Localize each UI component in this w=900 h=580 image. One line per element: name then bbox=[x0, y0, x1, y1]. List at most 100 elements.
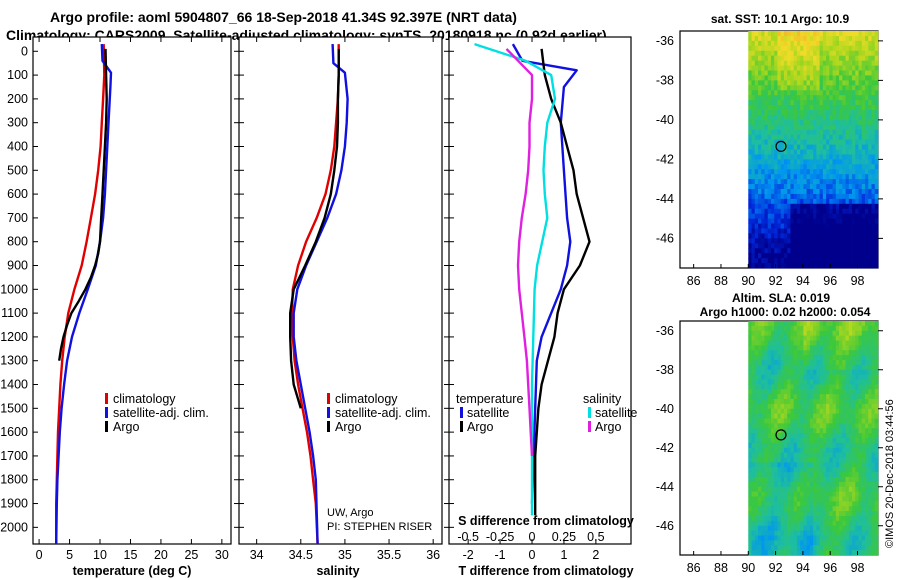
heatmap-cell bbox=[796, 486, 801, 493]
heatmap-cell bbox=[787, 438, 791, 444]
heatmap-cell bbox=[796, 379, 801, 385]
heatmap-cell bbox=[868, 540, 872, 546]
heatmap-cell bbox=[852, 330, 856, 337]
heatmap-cell bbox=[871, 75, 876, 81]
heatmap-cell bbox=[774, 198, 778, 205]
heatmap-cell bbox=[777, 520, 782, 527]
heatmap-cell bbox=[816, 144, 821, 150]
heatmap-cell bbox=[852, 258, 856, 264]
heatmap-cell bbox=[832, 491, 837, 497]
heatmap-cell bbox=[816, 394, 821, 400]
heatmap-cell bbox=[839, 45, 843, 52]
heatmap-cell bbox=[832, 198, 837, 205]
heatmap-cell bbox=[809, 55, 814, 62]
heatmap-cell bbox=[777, 218, 782, 224]
heatmap-cell bbox=[809, 100, 814, 106]
heatmap-cell bbox=[790, 159, 795, 165]
heatmap-cell bbox=[800, 355, 804, 361]
heatmap-cell bbox=[835, 447, 840, 454]
heatmap-cell bbox=[842, 233, 846, 239]
heatmap-cell bbox=[842, 399, 846, 405]
heatmap-cell bbox=[809, 243, 814, 249]
heatmap-cell bbox=[839, 100, 843, 106]
heatmap-cell bbox=[748, 550, 752, 556]
heatmap-cell bbox=[754, 119, 759, 126]
heatmap-cell bbox=[803, 31, 808, 37]
heatmap-cell bbox=[826, 545, 830, 551]
legend-swatch-climatology bbox=[327, 393, 330, 404]
heatmap-cell bbox=[852, 164, 856, 170]
heatmap-cell bbox=[819, 124, 824, 131]
heatmap-cell bbox=[819, 340, 824, 346]
heatmap-cell bbox=[842, 364, 846, 371]
heatmap-cell bbox=[858, 423, 863, 429]
heatmap-cell bbox=[816, 467, 821, 473]
heatmap-cell bbox=[809, 238, 814, 244]
heatmap-cell bbox=[832, 75, 837, 81]
heatmap-cell bbox=[806, 481, 811, 488]
heatmap-cell bbox=[748, 511, 752, 517]
heatmap-cell bbox=[822, 203, 827, 210]
heatmap-cell bbox=[861, 540, 866, 546]
heatmap-cell bbox=[835, 184, 840, 190]
heatmap-cell bbox=[822, 540, 827, 546]
heatmap-cell bbox=[758, 164, 762, 170]
heatmap-cell bbox=[777, 501, 782, 507]
heatmap-cell bbox=[835, 203, 840, 210]
heatmap-cell bbox=[748, 65, 752, 71]
heatmap-cell bbox=[819, 119, 824, 126]
heatmap-cell bbox=[829, 384, 833, 390]
heatmap-cell bbox=[871, 248, 876, 254]
heatmap-cell bbox=[790, 442, 795, 449]
heatmap-cell bbox=[751, 399, 756, 405]
pressure-tick-label: 200 bbox=[7, 92, 28, 106]
heatmap-cell bbox=[758, 550, 762, 556]
heatmap-cell bbox=[832, 535, 837, 541]
heatmap-cell bbox=[764, 45, 769, 52]
heatmap-cell bbox=[852, 119, 856, 126]
institution-annotation: UW, Argo bbox=[327, 507, 373, 519]
heatmap-cell bbox=[787, 70, 791, 76]
heatmap-cell bbox=[774, 516, 778, 522]
heatmap-cell bbox=[848, 364, 853, 371]
heatmap-cell bbox=[819, 253, 824, 259]
heatmap-cell bbox=[758, 223, 762, 229]
heatmap-cell bbox=[861, 525, 866, 532]
heatmap-cell bbox=[790, 520, 795, 527]
heatmap-cell bbox=[874, 438, 879, 444]
heatmap-cell bbox=[754, 462, 759, 468]
heatmap-cell bbox=[806, 70, 811, 76]
heatmap-cell bbox=[871, 243, 876, 249]
heatmap-cell bbox=[835, 110, 840, 116]
heatmap-cell bbox=[796, 442, 801, 449]
heatmap-cell bbox=[793, 408, 798, 415]
heatmap-cell bbox=[761, 144, 765, 150]
heatmap-cell bbox=[787, 189, 791, 195]
heatmap-cell bbox=[809, 408, 814, 415]
heatmap-cell bbox=[848, 174, 853, 180]
heatmap-cell bbox=[787, 31, 791, 37]
heatmap-cell bbox=[758, 134, 762, 141]
heatmap-cell bbox=[787, 447, 791, 454]
heatmap-cell bbox=[826, 233, 830, 239]
heatmap-cell bbox=[796, 154, 801, 160]
heatmap-cell bbox=[865, 129, 869, 136]
heatmap-cell bbox=[809, 481, 814, 488]
heatmap-cell bbox=[842, 174, 846, 180]
heatmap-cell bbox=[780, 477, 785, 483]
heatmap-cell bbox=[832, 243, 837, 249]
heatmap-cell bbox=[816, 129, 821, 136]
heatmap-cell bbox=[806, 203, 811, 210]
heatmap-cell bbox=[832, 134, 837, 141]
heatmap-cell bbox=[861, 491, 866, 497]
heatmap-cell bbox=[787, 258, 791, 264]
heatmap-cell bbox=[848, 423, 853, 429]
heatmap-cell bbox=[751, 360, 756, 366]
heatmap-cell bbox=[816, 154, 821, 160]
heatmap-cell bbox=[813, 124, 817, 131]
heatmap-cell bbox=[803, 321, 808, 327]
heatmap-cell bbox=[767, 486, 772, 493]
heatmap-cell bbox=[809, 403, 814, 410]
heatmap-cell bbox=[865, 223, 869, 229]
heatmap-cell bbox=[829, 423, 833, 429]
